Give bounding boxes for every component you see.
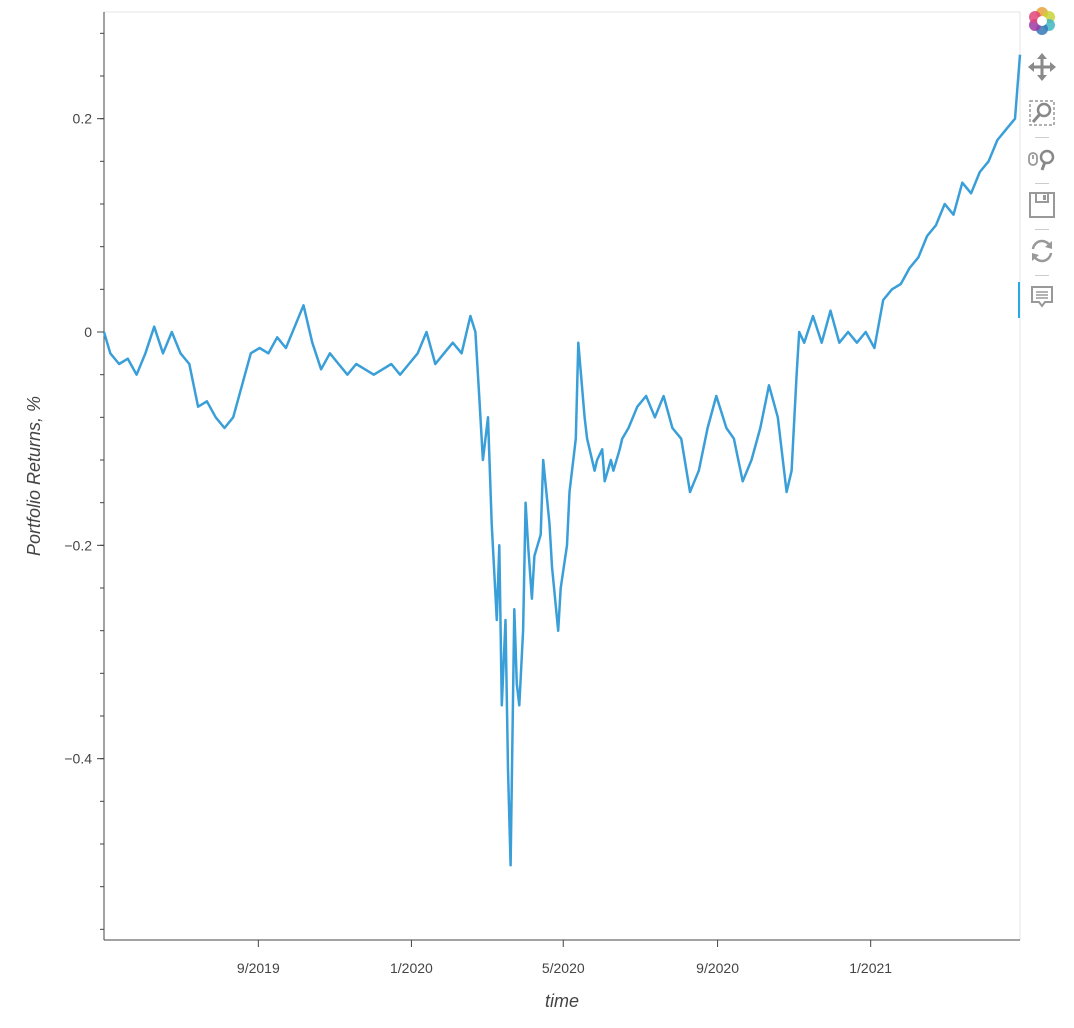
x-tick-label: 1/2021 — [849, 960, 892, 976]
pan-tool[interactable] — [1022, 52, 1062, 88]
toolbar-separator — [1035, 229, 1049, 230]
hover-icon — [1031, 286, 1053, 308]
hover-tool[interactable] — [1018, 282, 1062, 318]
bokeh-logo-icon — [1029, 7, 1055, 35]
pan-icon — [1028, 53, 1056, 81]
x-tick-label: 5/2020 — [542, 960, 585, 976]
series-line — [102, 54, 1022, 867]
reset-tool[interactable] — [1022, 236, 1062, 272]
bokeh-logo[interactable] — [1022, 6, 1062, 42]
save-tool[interactable] — [1022, 190, 1062, 226]
x-tick-label: 1/2020 — [390, 960, 433, 976]
x-tick-label: 9/2020 — [696, 960, 739, 976]
wheel-zoom-tool[interactable] — [1022, 144, 1062, 180]
x-axis-label: time — [545, 991, 579, 1011]
x-tick-label: 9/2019 — [237, 960, 280, 976]
wheel-zoom-icon — [1028, 149, 1055, 171]
toolbar-separator — [1035, 275, 1049, 276]
y-tick-label: −0.4 — [64, 751, 92, 767]
y-axis-label: Portfolio Returns, % — [24, 396, 44, 556]
x-axis: 9/2019 1/2020 5/2020 9/2020 1/2021 — [104, 939, 1020, 976]
y-tick-label: 0.2 — [73, 111, 93, 127]
box-zoom-icon — [1029, 100, 1055, 126]
y-axis: 0.2 0 −0.2 −0.4 — [64, 12, 105, 940]
y-tick-label: 0 — [84, 324, 92, 340]
box-zoom-tool[interactable] — [1022, 98, 1062, 134]
toolbar-separator — [1035, 137, 1049, 138]
toolbar-separator — [1035, 183, 1049, 184]
reset-icon — [1031, 239, 1053, 263]
plot-area[interactable] — [103, 11, 1021, 941]
save-icon — [1029, 192, 1055, 218]
y-tick-label: −0.2 — [64, 537, 92, 553]
